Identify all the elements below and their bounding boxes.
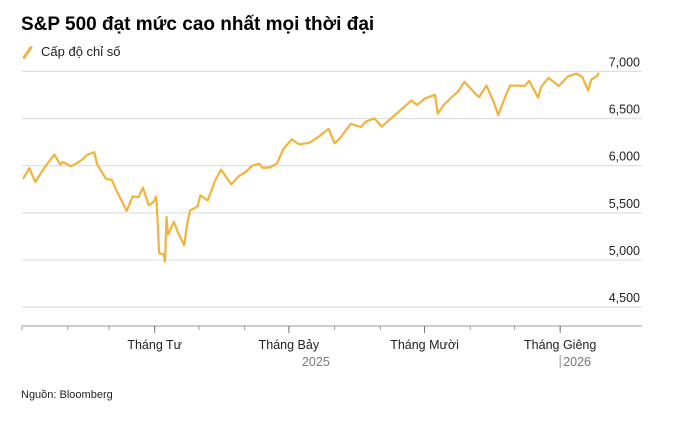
x-tick-label: Tháng Mười: [390, 338, 459, 352]
y-tick-label: 5,000: [609, 244, 640, 258]
y-tick-label: 4,500: [609, 291, 640, 305]
y-tick-label: 6,000: [609, 150, 640, 164]
series-line: [22, 72, 600, 263]
legend-label: Cấp độ chỉ số: [41, 44, 121, 59]
source-note: Nguồn: Bloomberg: [21, 389, 113, 401]
year-label: 2025: [302, 355, 330, 369]
y-tick-label: 6,500: [609, 103, 640, 117]
y-tick-label: 5,500: [609, 197, 640, 211]
year-label: 2026: [563, 355, 591, 369]
x-tick-label: Tháng Tư: [127, 338, 182, 352]
x-tick-label: Tháng Bảy: [259, 338, 320, 352]
legend: Cấp độ chỉ số: [21, 44, 121, 59]
y-tick-label: 7,000: [609, 55, 640, 69]
x-tick-label: Tháng Giêng: [524, 338, 596, 352]
chart-title: S&P 500 đạt mức cao nhất mọi thời đại: [21, 14, 375, 35]
